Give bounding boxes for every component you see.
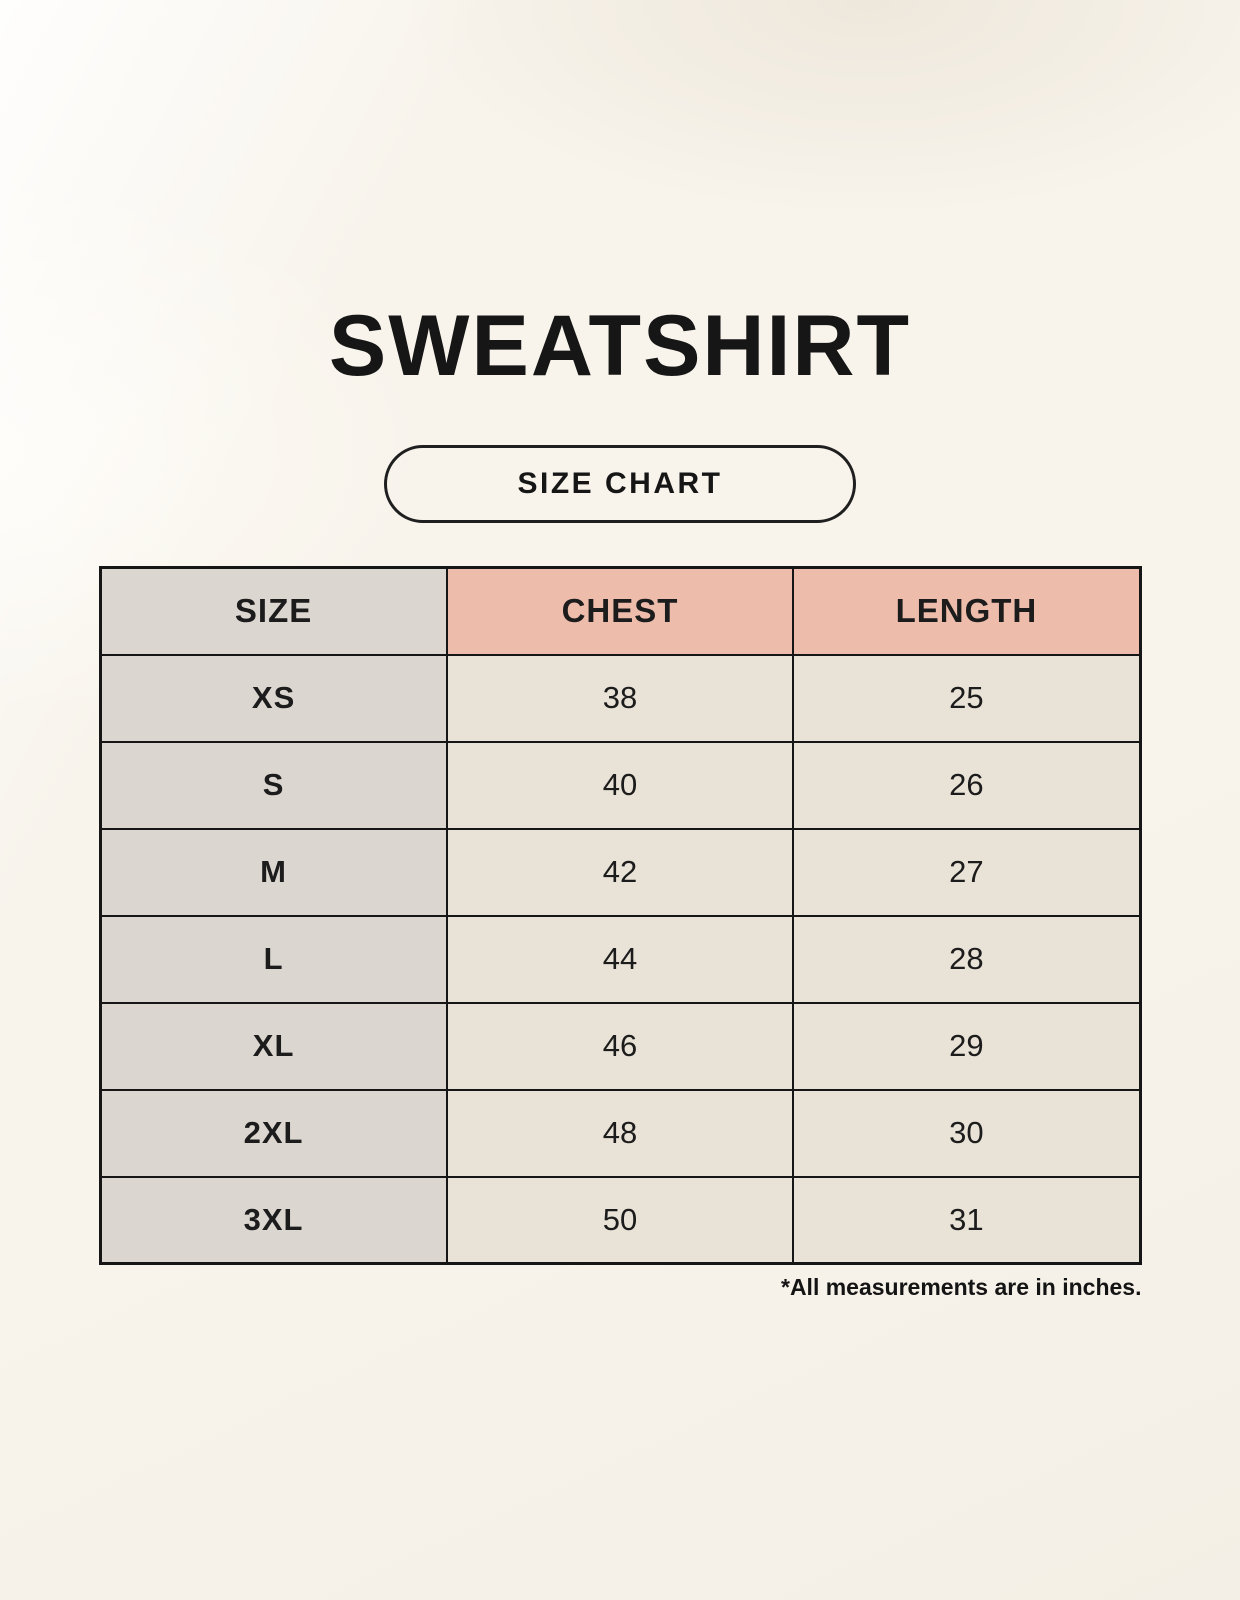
length-value: 29: [792, 1001, 1141, 1091]
col-header-length: LENGTH: [792, 566, 1141, 656]
col-header-chest: CHEST: [445, 566, 795, 656]
measurements-footnote: *All measurements are in inches.: [781, 1274, 1142, 1300]
chest-value: 38: [445, 653, 795, 743]
size-label: M: [99, 827, 448, 917]
page-title: SWEATSHIRT: [328, 298, 912, 394]
size-chart-table: SIZE CHEST LENGTH XS 38 25 S 40 26 M: [98, 566, 1142, 1265]
chest-value: 46: [445, 1001, 795, 1091]
table-row: XS 38 25: [99, 653, 1141, 743]
table-row: L 44 28: [99, 914, 1141, 1004]
length-value: 30: [792, 1088, 1141, 1178]
chest-value: 44: [445, 914, 795, 1004]
chest-value: 48: [445, 1088, 795, 1178]
length-value: 25: [792, 653, 1141, 743]
length-value: 26: [792, 740, 1141, 830]
col-header-size: SIZE: [99, 566, 448, 656]
table-row: S 40 26: [99, 740, 1141, 830]
length-value: 28: [792, 914, 1141, 1004]
content-column: SWEATSHIRT SIZE CHART SIZE CHEST LENGTH …: [98, 298, 1142, 1300]
chest-value: 42: [445, 827, 795, 917]
size-label: XL: [99, 1001, 448, 1091]
size-label: S: [99, 740, 448, 830]
size-chart-badge-label: SIZE CHART: [517, 467, 723, 500]
size-label: 2XL: [99, 1088, 448, 1178]
chest-value: 50: [445, 1175, 795, 1265]
table-header-row: SIZE CHEST LENGTH: [99, 566, 1141, 656]
table-row: M 42 27: [99, 827, 1141, 917]
table-row: 3XL 50 31: [99, 1175, 1141, 1265]
table-row: XL 46 29: [99, 1001, 1141, 1091]
size-label: XS: [99, 653, 448, 743]
size-label: 3XL: [99, 1175, 448, 1265]
chest-value: 40: [445, 740, 795, 830]
size-chart-badge[interactable]: SIZE CHART: [384, 445, 856, 523]
length-value: 31: [792, 1175, 1141, 1265]
table-row: 2XL 48 30: [99, 1088, 1141, 1178]
length-value: 27: [792, 827, 1141, 917]
size-label: L: [99, 914, 448, 1004]
